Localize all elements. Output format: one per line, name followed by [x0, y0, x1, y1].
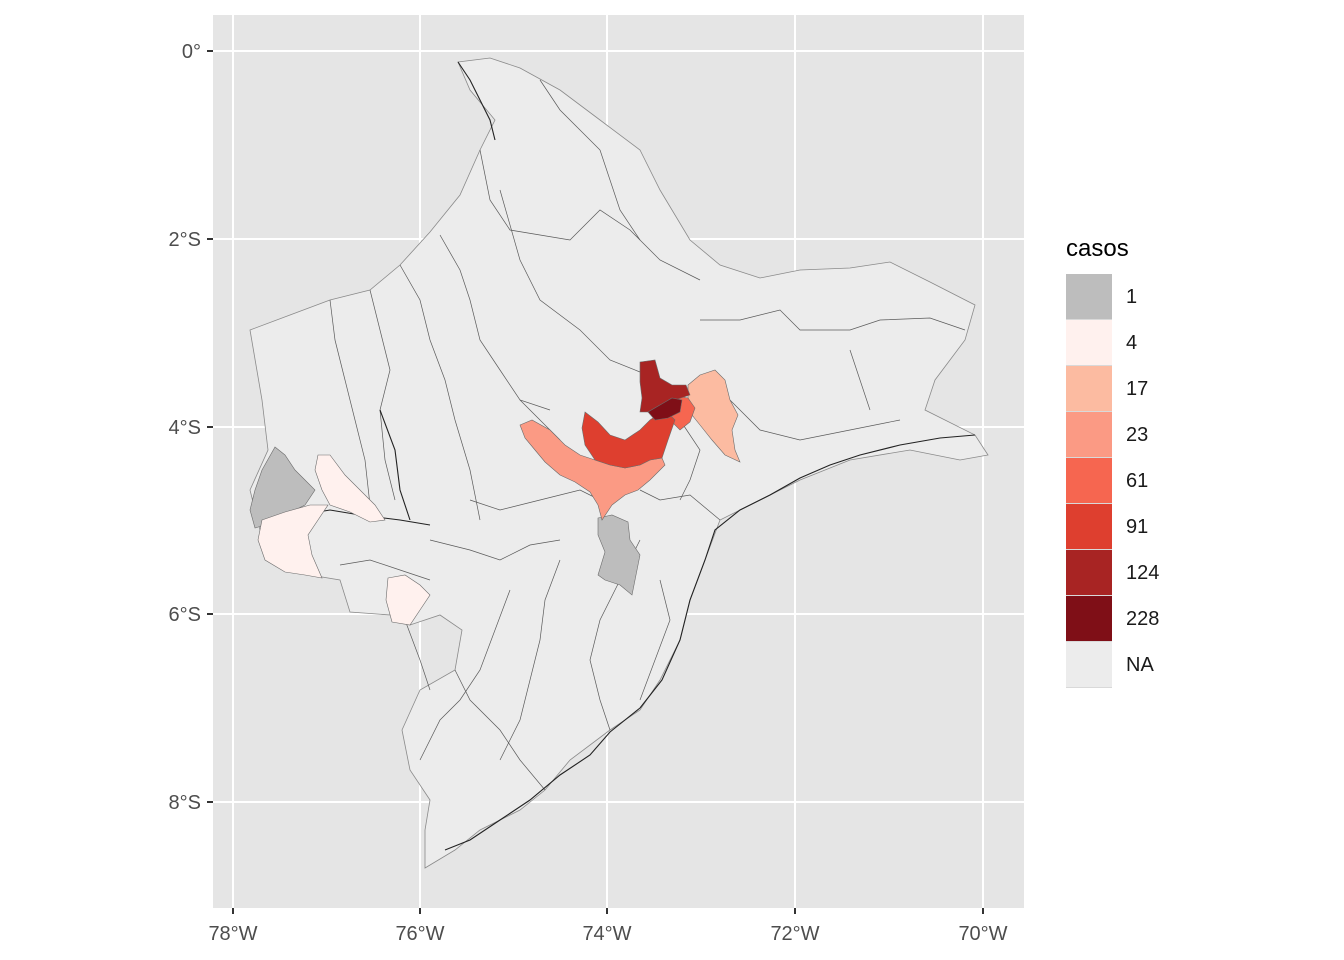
- district-17: [687, 369, 741, 463]
- legend-item: NA: [1066, 642, 1159, 688]
- legend-item: 1: [1066, 274, 1159, 320]
- y-tick-label: 4°S: [169, 417, 201, 439]
- legend-key-swatch: [1066, 274, 1112, 320]
- district-23: [519, 419, 666, 521]
- y-tick-label: 2°S: [169, 229, 201, 251]
- legend-label: 23: [1126, 423, 1149, 446]
- legend-key-swatch: [1066, 366, 1112, 412]
- district-4-c: [385, 574, 431, 626]
- district-4-a: [314, 454, 386, 523]
- legend-item: 61: [1066, 458, 1159, 504]
- x-tick-label: 78°W: [208, 923, 257, 945]
- district-228: [647, 397, 683, 421]
- legend-label: 228: [1126, 607, 1160, 630]
- legend-item: 17: [1066, 366, 1159, 412]
- x-tick-label: 72°W: [770, 923, 819, 945]
- internal-boundaries: [329, 79, 966, 791]
- y-tick-label: 8°S: [169, 792, 201, 814]
- x-tick-label: 74°W: [582, 923, 631, 945]
- legend-item: 228: [1066, 596, 1159, 642]
- district-4-b: [257, 504, 329, 579]
- axis-ticks: [207, 50, 984, 914]
- legend-key-swatch: [1066, 504, 1112, 550]
- legend-item: 4: [1066, 320, 1159, 366]
- legend-label: 61: [1126, 469, 1149, 492]
- legend-label: 91: [1126, 515, 1149, 538]
- legend-item: 23: [1066, 412, 1159, 458]
- y-tick-label: 6°S: [169, 604, 201, 626]
- choropleth-districts: [249, 359, 741, 626]
- district-1-central: [597, 514, 641, 596]
- legend-key-swatch: [1066, 550, 1112, 596]
- legend: casos 1 4 17 23 61 91 124 228 NA: [1066, 232, 1159, 688]
- district-91: [581, 409, 676, 469]
- legend-title: casos: [1066, 235, 1129, 262]
- legend-key-swatch: [1066, 642, 1112, 688]
- legend-key-swatch: [1066, 458, 1112, 504]
- legend-key-swatch: [1066, 320, 1112, 366]
- x-tick-label: 76°W: [395, 923, 444, 945]
- legend-label: 124: [1126, 561, 1160, 584]
- legend-label: 1: [1126, 285, 1138, 308]
- legend-key-swatch: [1066, 596, 1112, 642]
- legend-label: 17: [1126, 377, 1149, 400]
- y-tick-label: 0°: [182, 41, 201, 63]
- legend-item: 91: [1066, 504, 1159, 550]
- river-lines: [269, 61, 976, 851]
- legend-label: NA: [1126, 653, 1154, 676]
- legend-item: 124: [1066, 550, 1159, 596]
- x-tick-label: 70°W: [958, 923, 1007, 945]
- legend-items: 1 4 17 23 61 91 124 228 NA: [1066, 274, 1159, 688]
- legend-label: 4: [1126, 331, 1138, 354]
- legend-key-swatch: [1066, 412, 1112, 458]
